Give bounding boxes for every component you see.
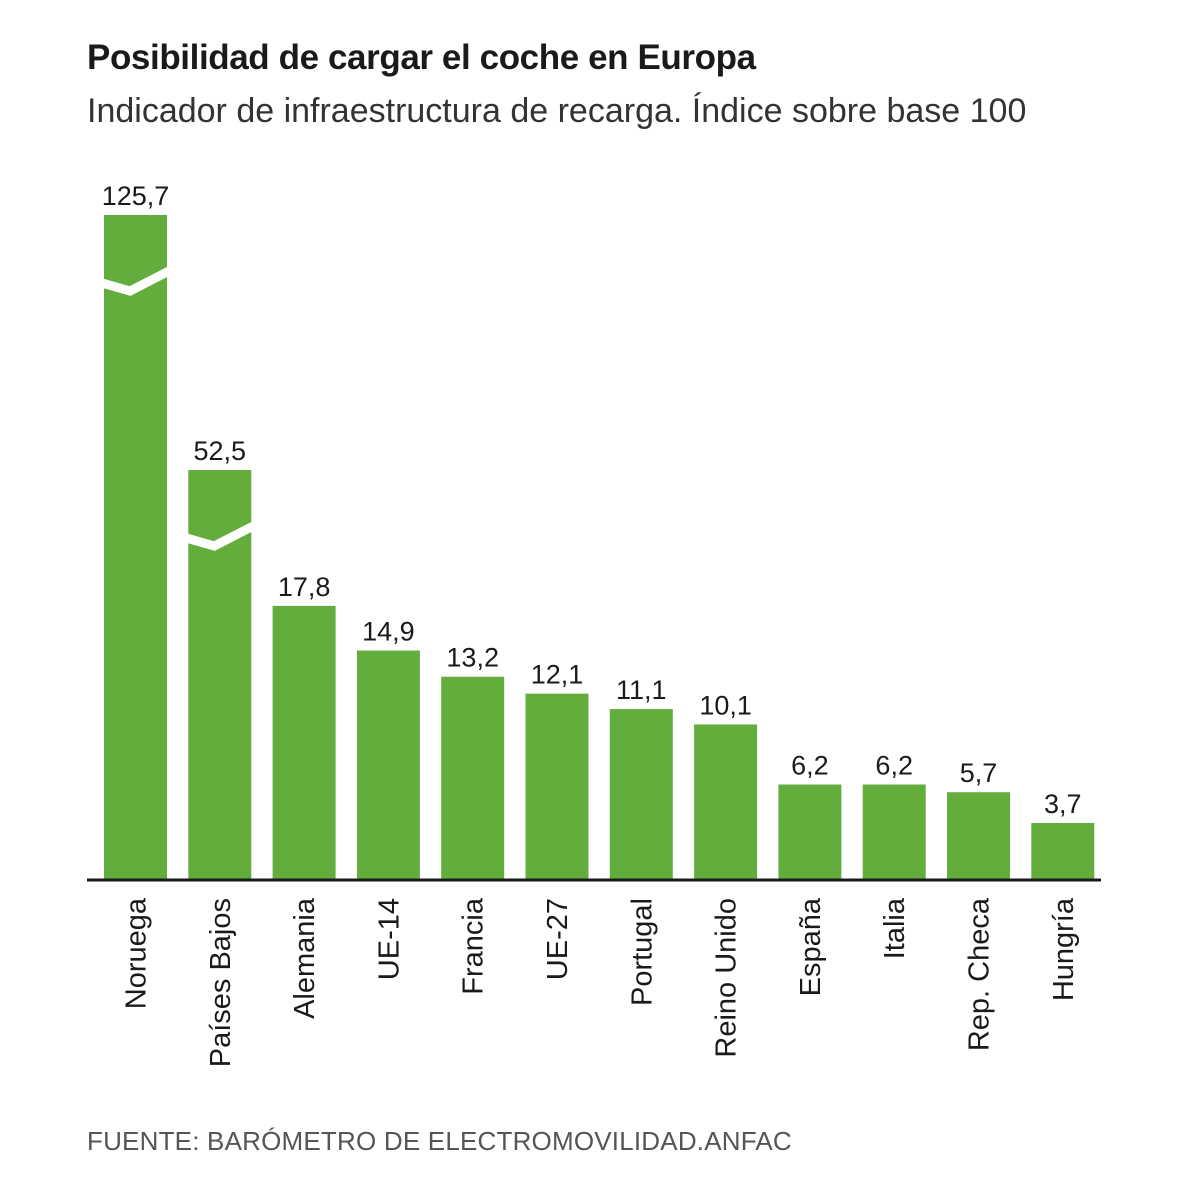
axis-break-noruega [100, 266, 172, 296]
value-label-italia: 6,2 [875, 751, 913, 781]
bar-portugal [609, 709, 673, 880]
value-label-rep-checa: 5,7 [960, 758, 998, 788]
axis-break-países-bajos [185, 521, 256, 551]
bar-rep-checa [947, 792, 1010, 880]
value-label-hungría: 3,7 [1044, 789, 1082, 819]
chart-title: Posibilidad de cargar el coche en Europa [87, 38, 756, 77]
value-label-ue-14: 14,9 [362, 617, 415, 647]
category-label-hungría: Hungría [1048, 897, 1080, 1001]
category-label-noruega: Noruega [121, 897, 153, 1009]
category-label-reino-unido: Reino Unido [711, 898, 743, 1058]
value-label-españa: 6,2 [791, 751, 829, 781]
category-label-portugal: Portugal [626, 898, 658, 1006]
value-label-portugal: 11,1 [616, 675, 667, 705]
bar-ue-14 [356, 650, 420, 880]
bar-reino-unido [694, 724, 758, 880]
bar-españa [778, 784, 842, 880]
bar-ue-27 [525, 693, 589, 880]
category-label-rep-checa: Rep. Checa [964, 897, 996, 1051]
category-label-alemania: Alemania [289, 897, 321, 1019]
source-note: FUENTE: BARÓMETRO DE ELECTROMOVILIDAD.AN… [87, 1126, 792, 1156]
value-label-ue-27: 12,1 [531, 660, 584, 690]
value-label-alemania: 17,8 [278, 572, 331, 602]
category-label-francia: Francia [458, 897, 490, 995]
bar-francia [441, 676, 505, 880]
category-label-españa: España [795, 897, 827, 996]
bar-hungría [1031, 823, 1095, 880]
value-label-reino-unido: 10,1 [699, 690, 752, 720]
bar-chart: 125,7 Noruega 52,5 Países Bajos 17,8 Alemania… [87, 181, 1101, 1067]
category-label-ue-27: UE-27 [542, 898, 574, 980]
value-label-noruega: 125,7 [102, 181, 170, 211]
bar-noruega [104, 215, 167, 880]
category-label-italia: Italia [879, 897, 911, 959]
category-label-ue-14: UE-14 [373, 898, 405, 980]
value-label-francia: 13,2 [446, 643, 499, 673]
category-label-países-bajos: Países Bajos [205, 898, 237, 1067]
value-label-países-bajos: 52,5 [194, 436, 247, 466]
chart-subtitle: Indicador de infraestructura de recarga.… [87, 92, 1027, 130]
bar-alemania [272, 605, 336, 880]
bar-italia [862, 784, 926, 880]
